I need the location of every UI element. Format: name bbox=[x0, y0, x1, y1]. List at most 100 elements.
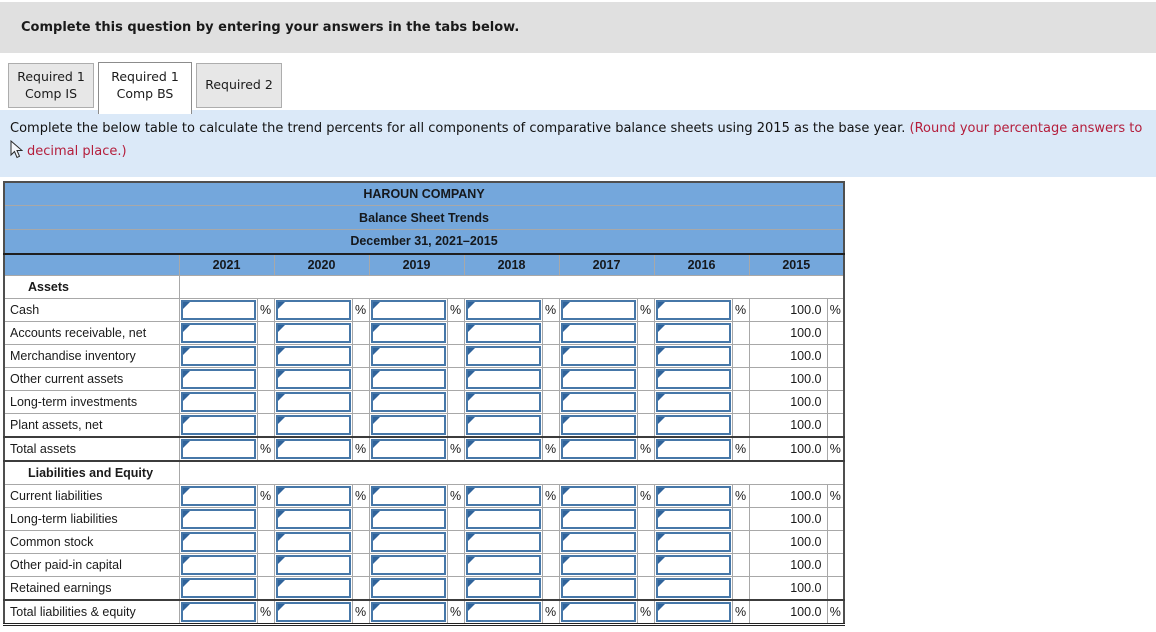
trend-percent-input[interactable] bbox=[180, 485, 256, 506]
instruction-text: Complete the below table to calculate th… bbox=[10, 121, 910, 136]
trend-percent-input[interactable] bbox=[180, 392, 256, 413]
percent-sign-cell bbox=[351, 413, 370, 438]
trend-percent-input[interactable] bbox=[465, 323, 541, 344]
trend-percent-input[interactable] bbox=[465, 485, 541, 506]
year-header-row: 2021 2020 2019 2018 2017 2016 2015 bbox=[3, 253, 845, 277]
trend-percent-input[interactable] bbox=[180, 554, 256, 575]
trend-percent-input[interactable] bbox=[465, 554, 541, 575]
trend-percent-input[interactable] bbox=[180, 300, 256, 321]
trend-percent-input[interactable] bbox=[370, 392, 446, 413]
tab-required-2[interactable]: Required 2 bbox=[196, 63, 282, 108]
trend-percent-input[interactable] bbox=[465, 601, 541, 622]
trend-percent-input[interactable] bbox=[655, 346, 731, 367]
tab-required-1-comp-bs[interactable]: Required 1 Comp BS bbox=[98, 62, 192, 114]
trend-percent-input[interactable] bbox=[370, 300, 446, 321]
trend-percent-input[interactable] bbox=[275, 531, 351, 552]
trend-percent-input[interactable] bbox=[655, 485, 731, 506]
trend-percent-input[interactable] bbox=[465, 392, 541, 413]
trend-percent-input[interactable] bbox=[275, 485, 351, 506]
trend-percent-input[interactable] bbox=[560, 577, 636, 598]
trend-percent-input[interactable] bbox=[560, 323, 636, 344]
trend-percent-input[interactable] bbox=[465, 300, 541, 321]
trend-percent-input[interactable] bbox=[655, 531, 731, 552]
trend-percent-input[interactable] bbox=[465, 508, 541, 529]
trend-percent-input[interactable] bbox=[275, 439, 351, 460]
section-empty-area bbox=[178, 275, 845, 300]
tab-label: Required 1 bbox=[17, 68, 85, 84]
trend-percent-input[interactable] bbox=[275, 300, 351, 321]
trend-percent-input[interactable] bbox=[370, 485, 446, 506]
trend-percent-input[interactable] bbox=[560, 485, 636, 506]
trend-percent-input[interactable] bbox=[180, 601, 256, 622]
trend-percent-input[interactable] bbox=[465, 369, 541, 390]
base-year-value-2015: 100.0 bbox=[748, 413, 828, 438]
instruction-panel: Complete the below table to calculate th… bbox=[0, 110, 1156, 177]
percent-sign-cell bbox=[636, 413, 655, 438]
trend-percent-input[interactable] bbox=[655, 300, 731, 321]
trend-percent-input[interactable] bbox=[560, 346, 636, 367]
percent-sign-cell: % bbox=[826, 598, 845, 626]
percent-sign-cell bbox=[731, 367, 750, 392]
period-text: December 31, 2021–2015 bbox=[3, 229, 845, 255]
row-label: Plant assets, net bbox=[3, 413, 180, 438]
trend-percent-input[interactable] bbox=[560, 300, 636, 321]
trend-percent-input[interactable] bbox=[275, 577, 351, 598]
trend-percent-input[interactable] bbox=[370, 577, 446, 598]
trend-percent-input[interactable] bbox=[465, 577, 541, 598]
trend-percent-input[interactable] bbox=[655, 369, 731, 390]
trend-percent-input[interactable] bbox=[275, 346, 351, 367]
trend-percent-input[interactable] bbox=[465, 439, 541, 460]
trend-input-cell-2017 bbox=[558, 575, 638, 601]
trend-percent-input[interactable] bbox=[560, 415, 636, 436]
trend-percent-input[interactable] bbox=[180, 439, 256, 460]
trend-percent-input[interactable] bbox=[180, 415, 256, 436]
trend-percent-input[interactable] bbox=[560, 554, 636, 575]
trend-percent-input[interactable] bbox=[655, 508, 731, 529]
trend-percent-input[interactable] bbox=[370, 323, 446, 344]
trend-percent-input[interactable] bbox=[275, 392, 351, 413]
trend-percent-input[interactable] bbox=[560, 369, 636, 390]
trend-percent-input[interactable] bbox=[370, 508, 446, 529]
trend-percent-input[interactable] bbox=[275, 601, 351, 622]
trend-percent-input[interactable] bbox=[655, 392, 731, 413]
trend-percent-input[interactable] bbox=[560, 508, 636, 529]
trend-input-cell-2017 bbox=[558, 390, 638, 415]
trend-percent-input[interactable] bbox=[275, 508, 351, 529]
percent-sign-cell bbox=[351, 529, 370, 554]
trend-percent-input[interactable] bbox=[560, 601, 636, 622]
trend-percent-input[interactable] bbox=[180, 531, 256, 552]
trend-percent-input[interactable] bbox=[465, 415, 541, 436]
trend-percent-input[interactable] bbox=[370, 346, 446, 367]
tab-required-1-comp-is[interactable]: Required 1 Comp IS bbox=[8, 63, 94, 108]
trend-percent-input[interactable] bbox=[465, 531, 541, 552]
trend-percent-input[interactable] bbox=[370, 554, 446, 575]
trend-percent-input[interactable] bbox=[655, 439, 731, 460]
trend-percent-input[interactable] bbox=[275, 369, 351, 390]
trend-percent-input[interactable] bbox=[180, 508, 256, 529]
percent-sign-cell bbox=[256, 529, 275, 554]
trend-percent-input[interactable] bbox=[655, 323, 731, 344]
trend-percent-input[interactable] bbox=[180, 369, 256, 390]
trend-percent-input[interactable] bbox=[370, 531, 446, 552]
trend-percent-input[interactable] bbox=[275, 323, 351, 344]
base-year-value-2015: 100.0 bbox=[748, 575, 828, 601]
trend-percent-input[interactable] bbox=[180, 346, 256, 367]
trend-percent-input[interactable] bbox=[560, 439, 636, 460]
percent-sign-cell bbox=[446, 552, 465, 577]
trend-percent-input[interactable] bbox=[465, 346, 541, 367]
trend-percent-input[interactable] bbox=[560, 392, 636, 413]
trend-percent-input[interactable] bbox=[180, 323, 256, 344]
trend-percent-input[interactable] bbox=[275, 554, 351, 575]
trend-percent-input[interactable] bbox=[655, 554, 731, 575]
trend-percent-input[interactable] bbox=[370, 439, 446, 460]
trend-percent-input[interactable] bbox=[370, 415, 446, 436]
trend-percent-input[interactable] bbox=[370, 601, 446, 622]
base-year-value-2015: 100.0 bbox=[748, 298, 828, 323]
trend-percent-input[interactable] bbox=[655, 415, 731, 436]
trend-percent-input[interactable] bbox=[180, 577, 256, 598]
trend-percent-input[interactable] bbox=[560, 531, 636, 552]
trend-percent-input[interactable] bbox=[370, 369, 446, 390]
trend-percent-input[interactable] bbox=[655, 577, 731, 598]
trend-percent-input[interactable] bbox=[655, 601, 731, 622]
trend-percent-input[interactable] bbox=[275, 415, 351, 436]
